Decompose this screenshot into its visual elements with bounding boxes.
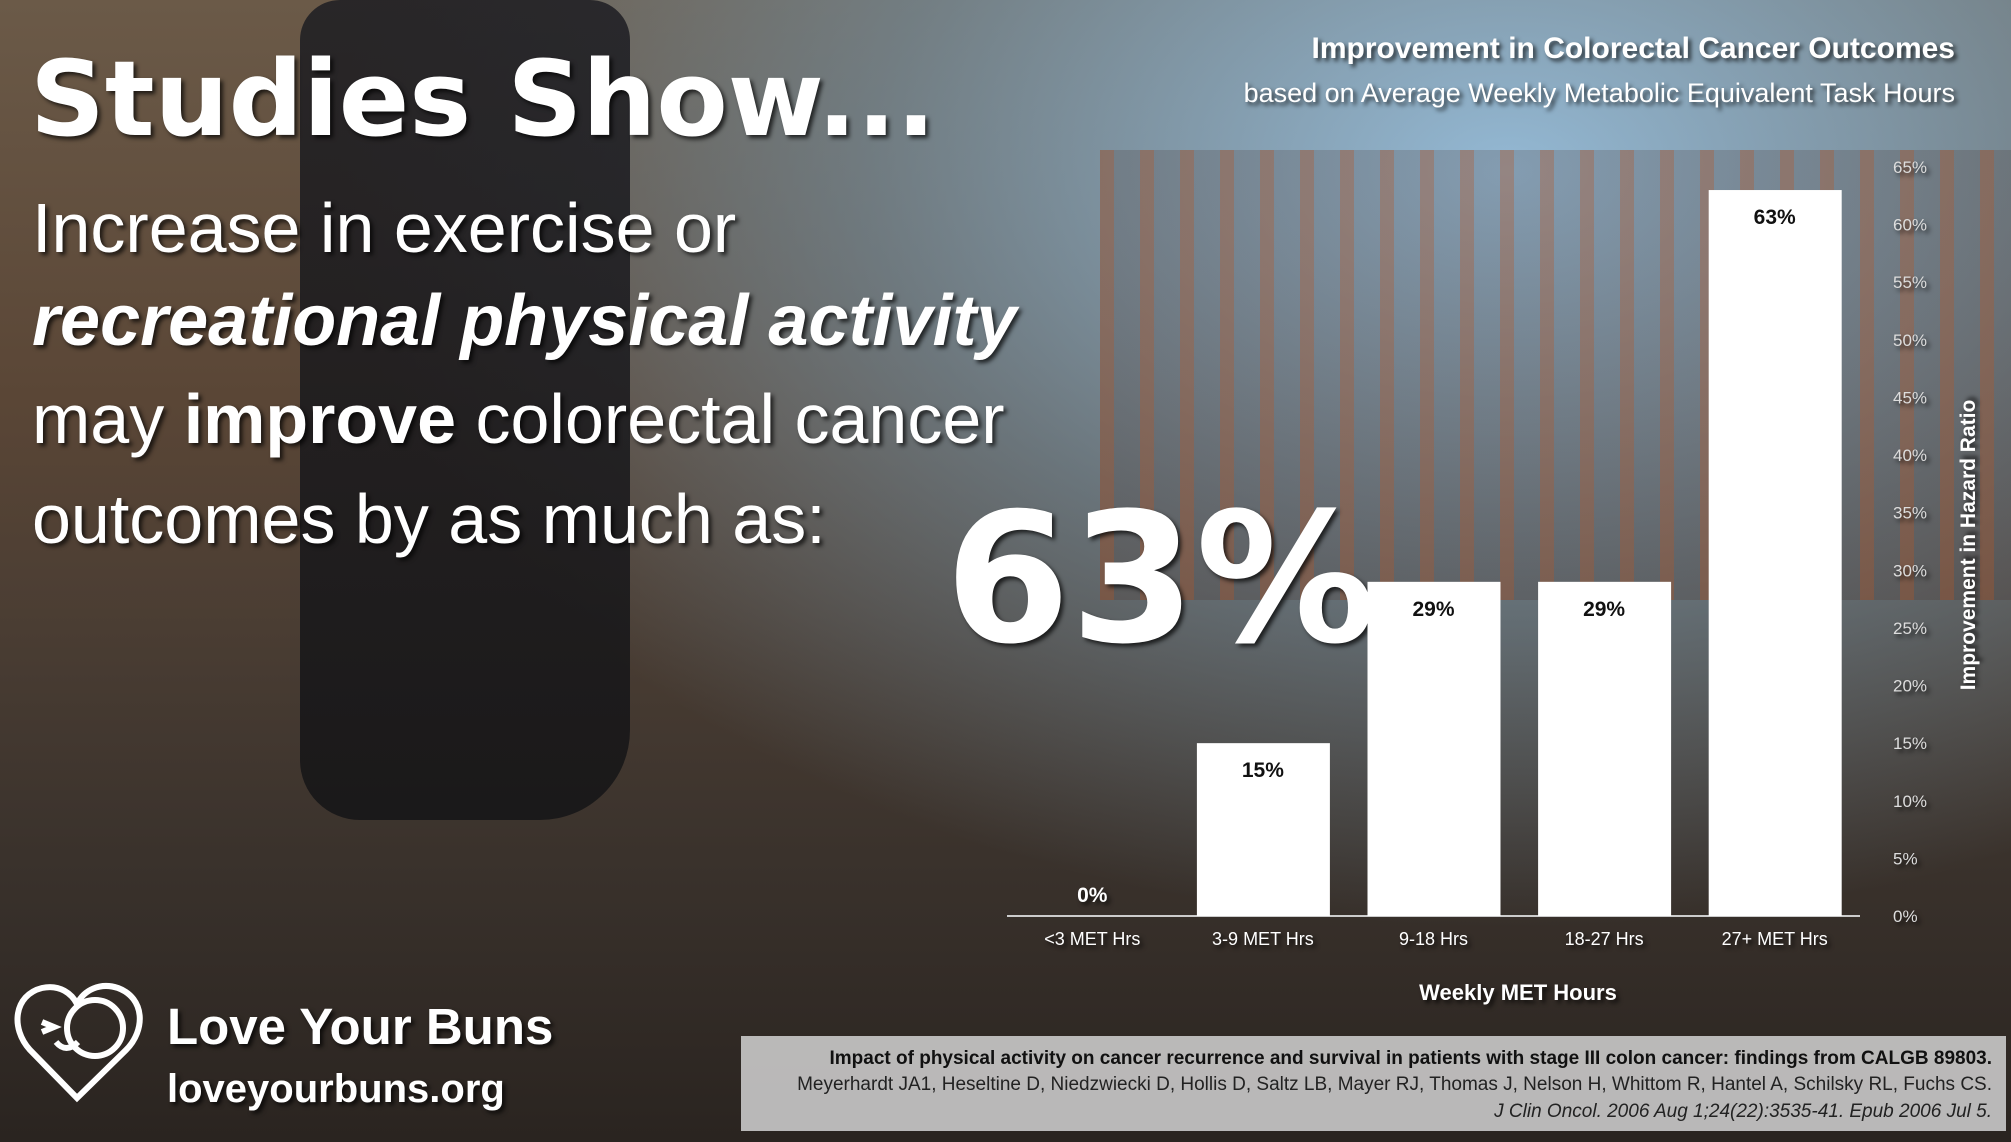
- y-tick-label: 20%: [1893, 677, 1927, 696]
- body-line: outcomes by as much as:: [32, 480, 826, 558]
- y-tick-label: 45%: [1893, 388, 1927, 407]
- bar: [1538, 581, 1672, 916]
- body-line: recreational physical activity: [32, 281, 1020, 361]
- highlight-value: 63%: [945, 475, 1376, 684]
- y-tick-label: 25%: [1893, 619, 1927, 638]
- value-label: 15%: [1242, 759, 1284, 782]
- y-tick-label: 15%: [1893, 734, 1927, 753]
- logo-icon: [14, 983, 143, 1103]
- value-label: 29%: [1412, 598, 1454, 621]
- x-tick-label: 3-9 MET Hrs: [1212, 929, 1314, 949]
- y-tick-label: 5%: [1893, 849, 1918, 868]
- brand-url: loveyourbuns.org: [167, 1067, 505, 1111]
- x-tick-label: 18-27 Hrs: [1565, 929, 1644, 949]
- body-word: colorectal cancer: [475, 380, 1004, 458]
- citation-journal: J Clin Oncol. 2006 Aug 1;24(22):3535-41.…: [1493, 1101, 1992, 1122]
- brand-name: Love Your Buns: [167, 998, 553, 1055]
- body-line: Increase in exercise or: [32, 189, 736, 267]
- y-tick-label: 10%: [1893, 792, 1927, 811]
- y-tick-label: 65%: [1893, 158, 1927, 177]
- x-tick-label: <3 MET Hrs: [1044, 929, 1140, 949]
- bar: [1708, 190, 1842, 917]
- chart-subtitle: based on Average Weekly Metabolic Equiva…: [1244, 78, 1955, 108]
- y-axis-title: Improvement in Hazard Ratio: [1957, 400, 1980, 691]
- y-tick-label: 60%: [1893, 216, 1927, 235]
- citation-title: Impact of physical activity on cancer re…: [829, 1048, 1992, 1069]
- citation-box: [741, 1036, 2006, 1131]
- value-label: 29%: [1583, 598, 1625, 621]
- y-tick-label: 30%: [1893, 561, 1927, 580]
- y-tick-label: 55%: [1893, 273, 1927, 292]
- body-word: may: [32, 380, 164, 458]
- body-word: improve: [184, 380, 456, 458]
- y-tick-label: 40%: [1893, 446, 1927, 465]
- body-line: may improve colorectal cancer: [32, 380, 1005, 458]
- bar: [1196, 743, 1330, 916]
- bar: [1367, 581, 1501, 916]
- chart-title: Improvement in Colorectal Cancer Outcome…: [1311, 32, 1955, 65]
- citation-authors: Meyerhardt JA1, Heseltine D, Niedzwiecki…: [797, 1074, 1992, 1095]
- value-label: 63%: [1754, 206, 1796, 229]
- y-tick-label: 0%: [1893, 907, 1918, 926]
- x-tick-label: 9-18 Hrs: [1399, 929, 1468, 949]
- y-tick-label: 50%: [1893, 331, 1927, 350]
- headline: Studies Show...: [30, 38, 936, 160]
- value-label: 0%: [1077, 884, 1108, 907]
- x-tick-label: 27+ MET Hrs: [1722, 929, 1828, 949]
- x-axis-title: Weekly MET Hours: [1419, 980, 1617, 1005]
- y-tick-label: 35%: [1893, 504, 1927, 523]
